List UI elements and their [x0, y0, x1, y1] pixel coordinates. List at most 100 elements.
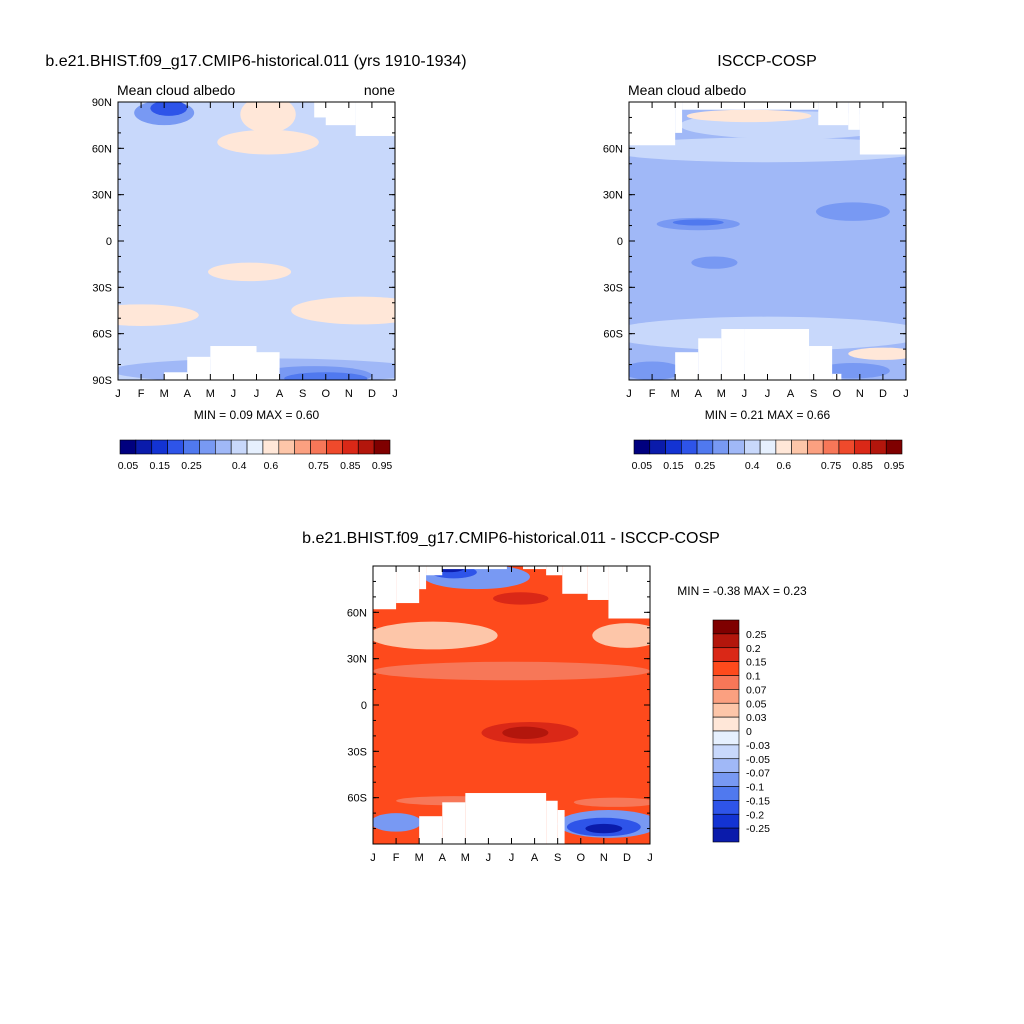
- colorbar-swatch-0: [712, 619, 740, 635]
- contour-region-8: [502, 726, 549, 739]
- colorbar-label-3: 0.4: [745, 460, 760, 472]
- missing-data-3: [426, 566, 443, 576]
- x-tick-label-3: A: [439, 852, 447, 864]
- x-tick-label-5: J: [486, 852, 492, 864]
- chart-title: b.e21.BHIST.f09_g17.CMIP6-historical.011…: [302, 530, 720, 547]
- x-tick-label-0: J: [370, 852, 376, 864]
- colorbar-swatch-11: [807, 439, 824, 455]
- colorbar-label-10: -0.07: [746, 768, 770, 780]
- colorbar-label-0: 0.05: [632, 460, 653, 472]
- colorbar-label-6: 0.03: [746, 712, 767, 724]
- x-tick-label-4: M: [717, 388, 726, 400]
- y-tick-label-5: 60S: [92, 329, 112, 341]
- chart-title: b.e21.BHIST.f09_g17.CMIP6-historical.011…: [45, 53, 466, 70]
- y-tick-label-1: 30N: [603, 190, 623, 202]
- colorbar-label-0: 0.25: [746, 629, 767, 641]
- missing-data-1: [675, 102, 683, 133]
- colorbar-swatch-5: [199, 439, 216, 455]
- colorbar-label-12: -0.15: [746, 795, 770, 807]
- x-tick-label-0: J: [115, 388, 121, 400]
- x-tick-label-7: A: [276, 388, 284, 400]
- colorbar-label-13: -0.2: [746, 809, 764, 821]
- x-tick-label-3: A: [184, 388, 192, 400]
- colorbar-label-0: 0.05: [118, 460, 139, 472]
- x-tick-label-6: J: [254, 388, 260, 400]
- colorbar-swatch-10: [712, 758, 740, 773]
- contour-region-6: [672, 219, 724, 226]
- x-tick-label-1: F: [138, 388, 145, 400]
- y-tick-label-3: 30S: [347, 746, 367, 758]
- colorbar-swatch-8: [712, 730, 740, 746]
- min-max-stats: MIN = -0.38 MAX = 0.23: [677, 584, 807, 598]
- colorbar-label-14: -0.25: [746, 823, 770, 835]
- x-tick-label-8: S: [299, 388, 306, 400]
- y-tick-label-3: 0: [106, 236, 112, 248]
- x-tick-label-4: M: [461, 852, 470, 864]
- contour-region-12: [150, 102, 188, 116]
- colorbar-label-3: 0.4: [232, 460, 247, 472]
- colorbar: 0.25 0.2 0.15 0.10.07 0.05 0.03 0 -0.03 -0.05 -0.…: [712, 619, 770, 843]
- colorbar-label-5: 0.05: [746, 698, 767, 710]
- x-tick-label-1: F: [393, 852, 400, 864]
- x-tick-label-10: N: [345, 388, 353, 400]
- colorbar-swatch-3: [680, 439, 698, 455]
- contour-region-3: [373, 661, 650, 681]
- x-tick-label-10: N: [856, 388, 864, 400]
- colorbar: 0.05 0.15 0.25 0.4 0.6 0.75 0.85 0.95: [632, 439, 904, 472]
- missing-data-10: [721, 329, 745, 380]
- right-label: none: [364, 82, 395, 98]
- contour-region-12: [373, 813, 422, 832]
- contour-region-0: [373, 621, 498, 650]
- colorbar-swatch-2: [665, 439, 682, 455]
- colorbar-swatch-14: [854, 439, 871, 455]
- y-tick-label-1: 30N: [347, 654, 367, 666]
- colorbar-swatch-14: [342, 439, 359, 455]
- contour-region-15: [585, 823, 623, 834]
- colorbar-swatch-9: [775, 439, 792, 455]
- colorbar-swatch-13: [838, 439, 856, 455]
- missing-data-4: [848, 102, 860, 130]
- colorbar-swatch-5: [712, 439, 729, 455]
- colorbar-swatch-8: [246, 439, 264, 455]
- missing-data-6: [546, 566, 563, 576]
- colorbar-label-8: -0.03: [746, 740, 770, 752]
- colorbar-label-4: 0.07: [746, 684, 767, 696]
- colorbar-swatch-10: [791, 439, 808, 455]
- colorbar-swatch-3: [167, 439, 184, 455]
- colorbar-label-1: 0.15: [663, 460, 684, 472]
- contour-region-0: [118, 205, 395, 234]
- x-tick-label-8: S: [810, 388, 817, 400]
- colorbar-swatch-12: [310, 439, 327, 455]
- left-label: Mean cloud albedo: [628, 82, 747, 98]
- x-tick-label-1: F: [649, 388, 656, 400]
- missing-data-0: [373, 566, 397, 610]
- missing-data-10: [419, 816, 443, 844]
- min-max-stats: MIN = 0.09 MAX = 0.60: [194, 408, 320, 422]
- colorbar-label-2: 0.15: [746, 657, 767, 669]
- min-max-stats: MIN = 0.21 MAX = 0.66: [705, 408, 831, 422]
- colorbar-swatch-0: [633, 439, 651, 455]
- missing-data-1: [396, 566, 420, 604]
- colorbar-swatch-16: [373, 439, 391, 455]
- x-tick-label-12: J: [903, 388, 909, 400]
- colorbar-swatch-15: [870, 439, 887, 455]
- missing-data-6: [256, 352, 280, 380]
- colorbar-label-9: -0.05: [746, 754, 770, 766]
- colorbar-label-5: 0.75: [821, 460, 842, 472]
- missing-data-13: [546, 800, 558, 844]
- colorbar-swatch-9: [712, 744, 740, 760]
- y-tick-label-4: 60S: [603, 329, 623, 341]
- colorbar-label-2: 0.25: [695, 460, 716, 472]
- missing-data-5: [859, 102, 906, 155]
- contour-region-1: [592, 623, 650, 648]
- x-tick-label-6: J: [765, 388, 771, 400]
- missing-data-2: [682, 102, 819, 110]
- x-tick-label-12: J: [392, 388, 398, 400]
- colorbar-swatch-7: [712, 716, 740, 732]
- y-tick-label-2: 0: [361, 700, 367, 712]
- contour-region-4: [573, 797, 650, 807]
- colorbar-swatch-7: [230, 439, 248, 455]
- x-tick-label-11: D: [623, 852, 631, 864]
- x-tick-label-11: D: [368, 388, 376, 400]
- colorbar-label-2: 0.25: [181, 460, 202, 472]
